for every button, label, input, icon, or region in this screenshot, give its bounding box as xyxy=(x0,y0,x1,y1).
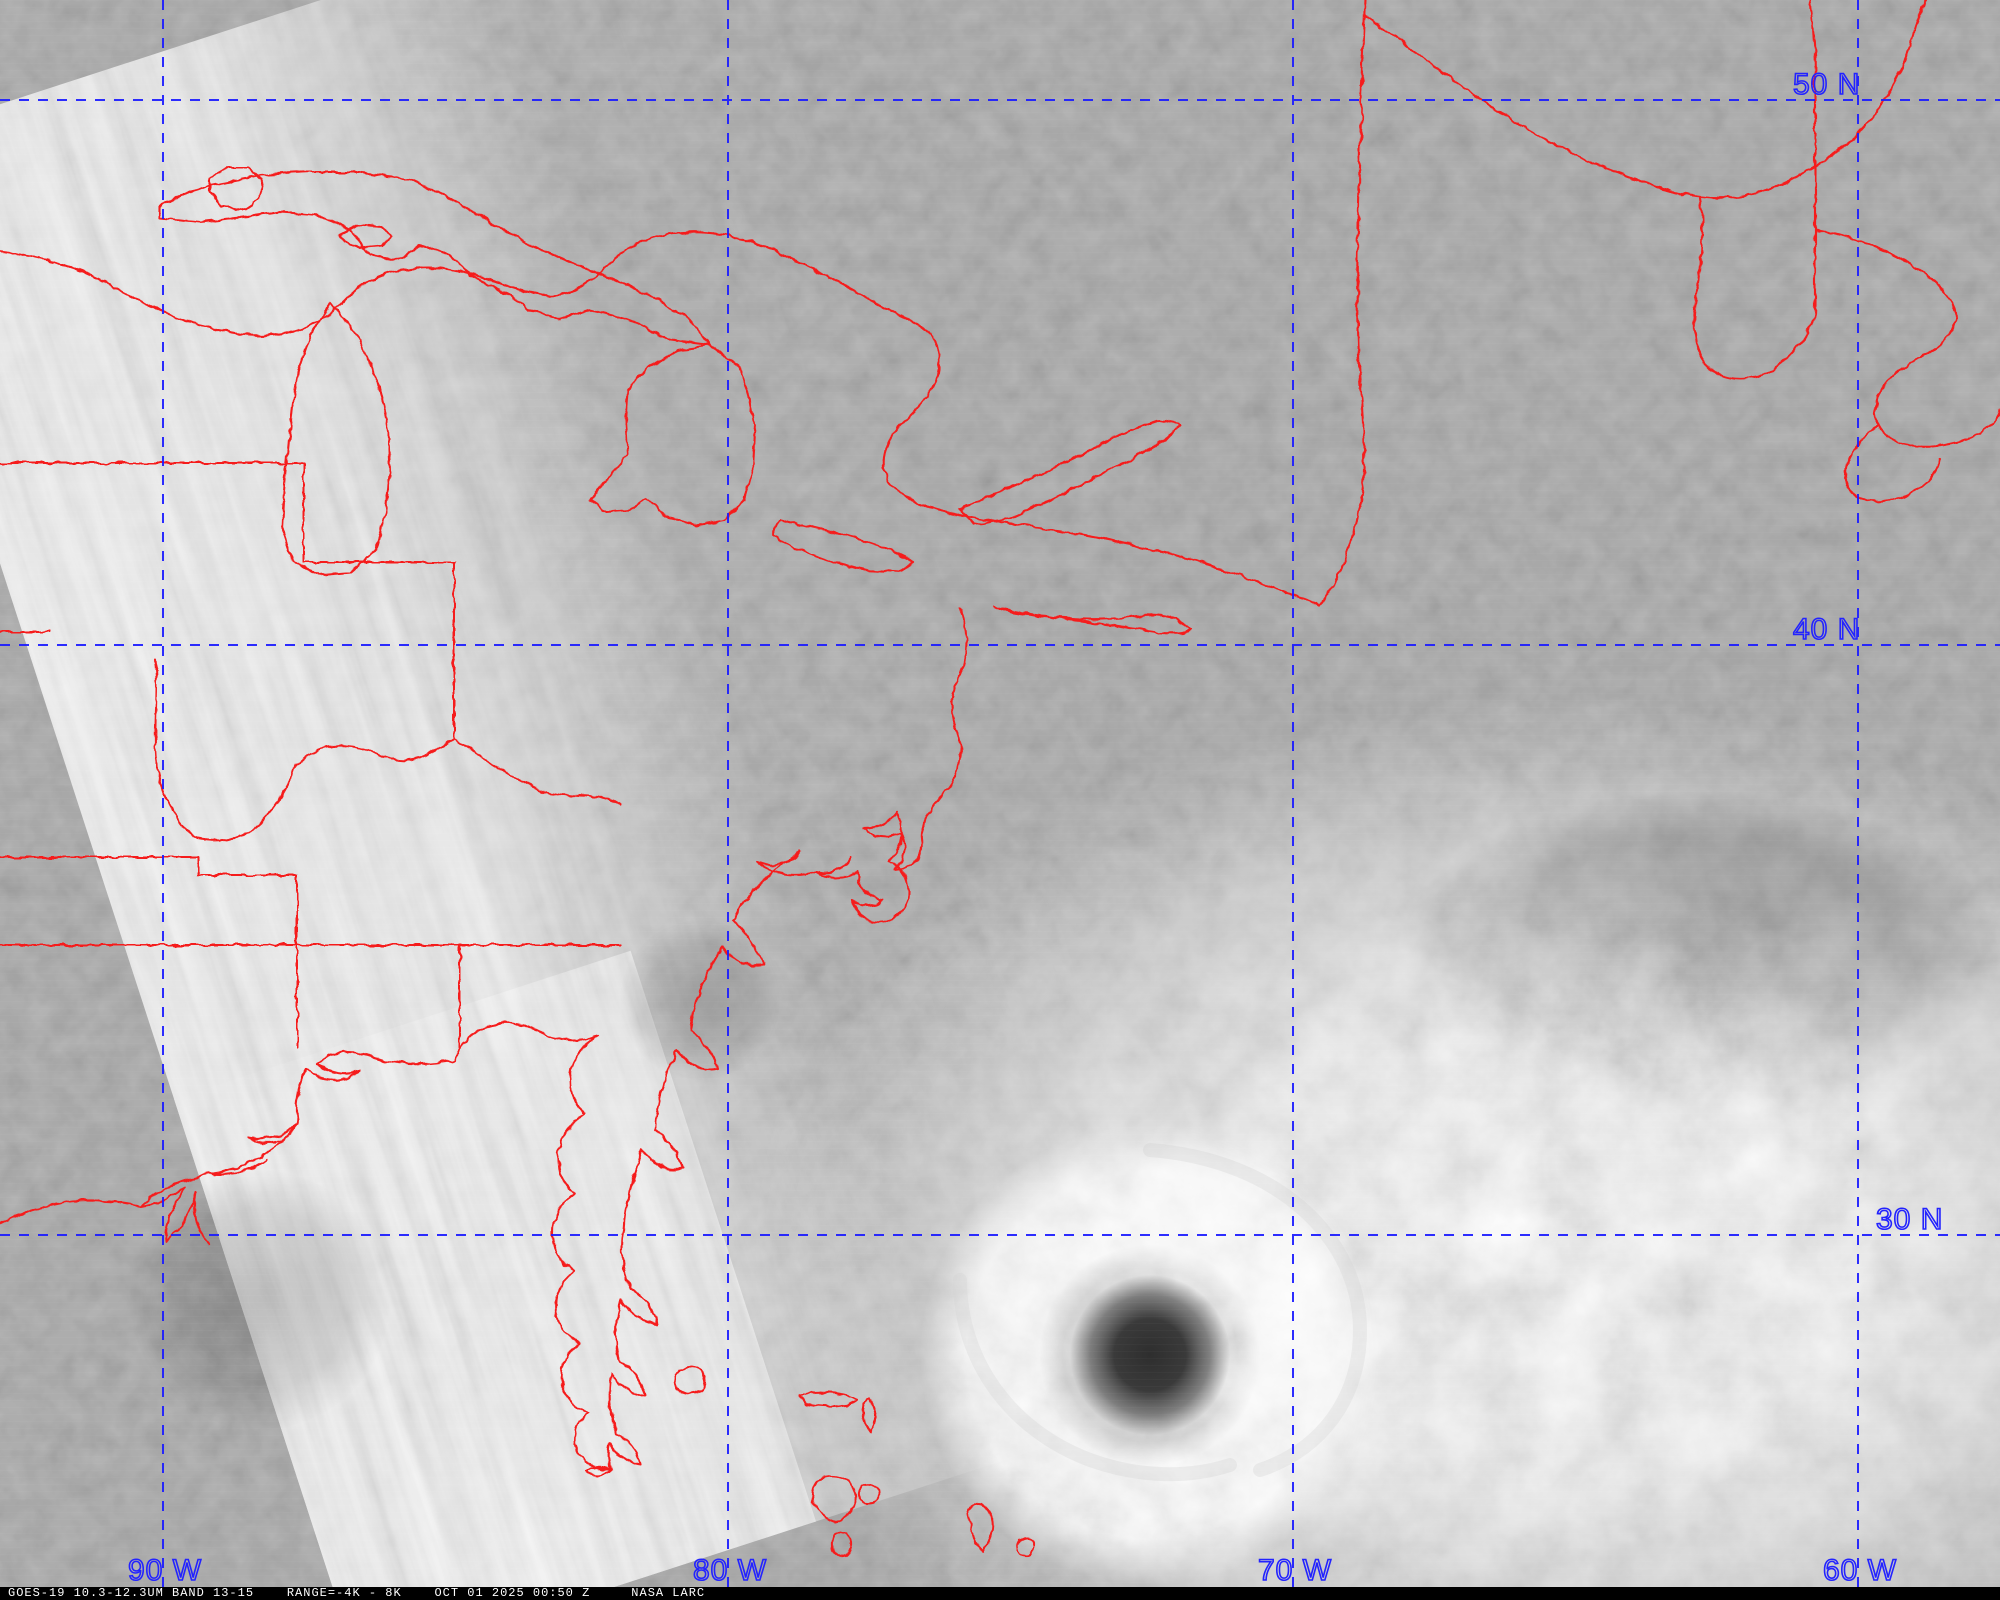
svg-text:30 N: 30 N xyxy=(1876,1203,1943,1236)
svg-text:50 N: 50 N xyxy=(1793,68,1860,101)
svg-text:40 N: 40 N xyxy=(1793,613,1860,646)
svg-text:70 W: 70 W xyxy=(1258,1554,1332,1587)
svg-text:90 W: 90 W xyxy=(128,1554,202,1587)
svg-text:80 W: 80 W xyxy=(693,1554,767,1587)
svg-text:60 W: 60 W xyxy=(1823,1554,1897,1587)
